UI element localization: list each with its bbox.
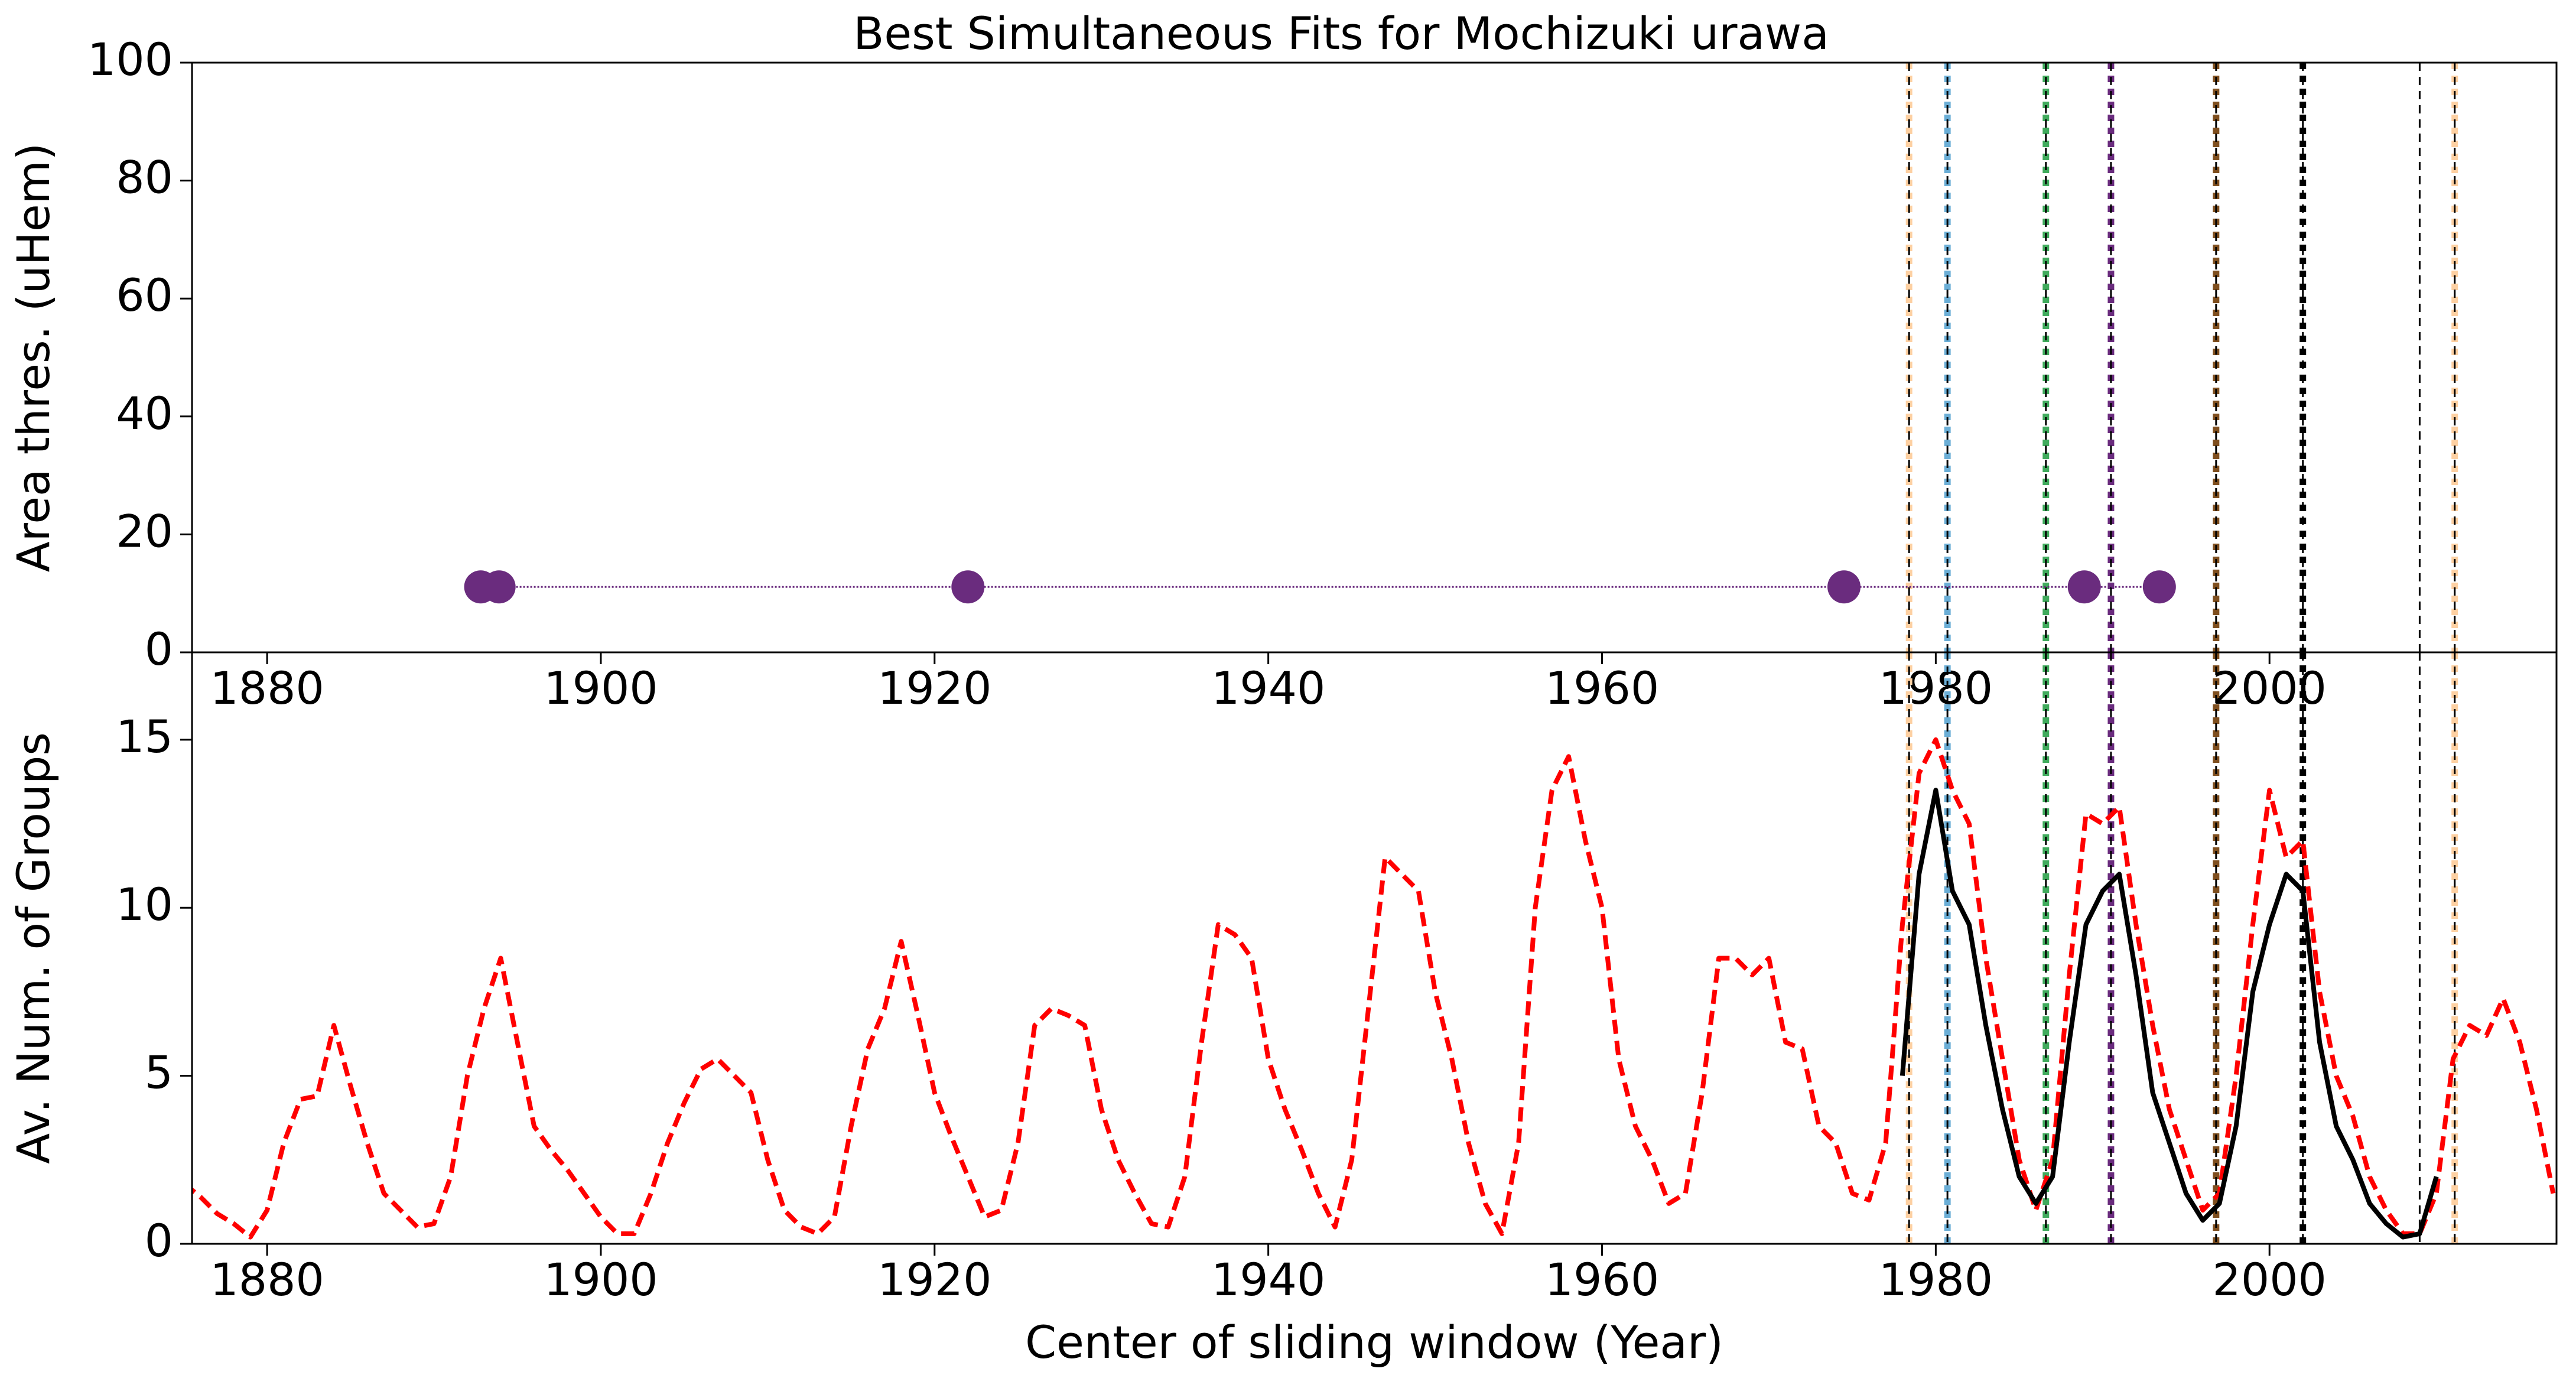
x-tick-label: 1920 (877, 662, 991, 714)
axes-frame (191, 651, 2558, 1245)
point (482, 570, 516, 604)
x-tick-label: 1900 (544, 1253, 658, 1306)
x-tick-label: 1880 (210, 1253, 324, 1306)
y-tick-label: 20 (116, 505, 173, 557)
y-tick-label: 100 (87, 33, 173, 86)
axes-frame (191, 61, 2558, 654)
x-tick-label: 1920 (877, 1253, 991, 1306)
point (2142, 570, 2176, 604)
point (2067, 570, 2101, 604)
series-line (1900, 788, 2439, 1240)
x-tick-label: 2000 (2213, 662, 2327, 714)
y-tick-label: 40 (116, 387, 173, 440)
y-tick-label: 5 (145, 1046, 173, 1099)
y-tick-label: 15 (116, 710, 173, 763)
y-tick-label: 0 (145, 623, 173, 675)
x-axis-label: Center of sliding window (Year) (1025, 1316, 1723, 1369)
x-tick-label: 1960 (1545, 1253, 1659, 1306)
series-line (192, 737, 2556, 1240)
x-tick-label: 1880 (210, 662, 324, 714)
x-tick-label: 1900 (544, 662, 658, 714)
x-tick-label: 1980 (1879, 1253, 1993, 1306)
plot-area (192, 652, 2556, 1244)
x-tick-label: 1940 (1211, 662, 1325, 714)
plot-area (464, 63, 2458, 652)
point (1827, 570, 1861, 604)
x-tick-label: 1960 (1545, 662, 1659, 714)
chart-title: Best Simultaneous Fits for Mochizuki ura… (853, 7, 1829, 60)
y-axis-label: Area thres. (uHem) (7, 143, 60, 573)
x-tick-label: 1940 (1211, 1253, 1325, 1306)
y-tick-label: 10 (116, 878, 173, 931)
y-tick-label: 60 (116, 269, 173, 321)
x-tick-label: 2000 (2213, 1253, 2327, 1306)
y-tick-label: 0 (145, 1214, 173, 1267)
y-tick-label: 80 (116, 151, 173, 204)
y-axis-label: Av. Num. of Groups (7, 732, 60, 1164)
point (951, 570, 985, 604)
x-tick-label: 1980 (1879, 662, 1993, 714)
